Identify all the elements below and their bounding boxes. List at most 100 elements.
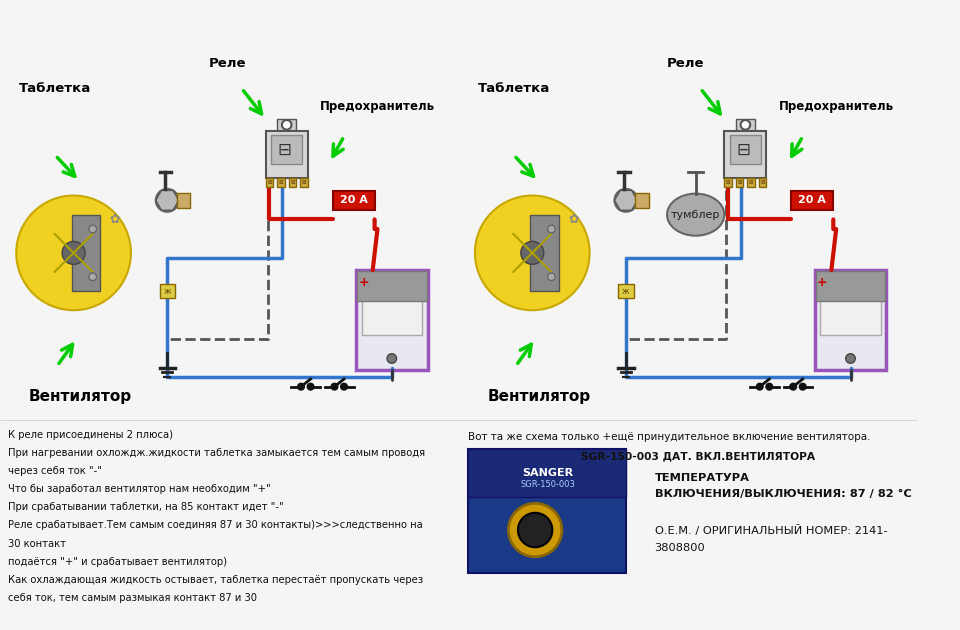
Circle shape — [509, 503, 562, 557]
Bar — [357, 270, 426, 301]
Text: ⊠: ⊠ — [760, 180, 765, 185]
Text: Вот та же схема только +ещё принудительное включение вентилятора.: Вот та же схема только +ещё принудительн… — [468, 432, 871, 442]
Text: ⊠: ⊠ — [267, 180, 272, 185]
Text: ж: ж — [163, 287, 171, 295]
Text: 30 контакт: 30 контакт — [8, 539, 65, 549]
Text: Вентилятор: Вентилятор — [488, 389, 590, 404]
Bar — [362, 275, 421, 335]
Circle shape — [307, 383, 314, 390]
Text: SGR-150-003 ДАТ. ВКЛ.ВЕНТИЛЯТОРА: SGR-150-003 ДАТ. ВКЛ.ВЕНТИЛЯТОРА — [581, 452, 815, 462]
Bar — [272, 135, 302, 164]
Bar — [758, 178, 766, 187]
Bar — [300, 178, 308, 187]
Circle shape — [387, 353, 396, 364]
Text: Таблетка: Таблетка — [478, 83, 550, 95]
Bar — [636, 193, 649, 208]
Bar — [159, 284, 175, 298]
Circle shape — [614, 189, 637, 212]
Text: ⊠: ⊠ — [301, 180, 306, 185]
Text: 20 А: 20 А — [340, 195, 368, 205]
Text: SGR-150-003: SGR-150-003 — [520, 479, 575, 489]
Circle shape — [16, 195, 131, 310]
Bar — [815, 270, 886, 370]
Circle shape — [547, 273, 555, 280]
Circle shape — [790, 383, 797, 390]
Text: SANGER: SANGER — [522, 467, 573, 478]
Text: тумблер: тумблер — [671, 210, 720, 220]
Circle shape — [89, 273, 97, 280]
Text: +: + — [817, 277, 828, 290]
Text: ж: ж — [622, 287, 630, 295]
Polygon shape — [614, 190, 637, 210]
Circle shape — [341, 383, 348, 390]
Text: Что бы заработал вентилятор нам необходим "+": Что бы заработал вентилятор нам необходи… — [8, 484, 271, 494]
Bar — [277, 178, 285, 187]
Bar — [725, 178, 732, 187]
Text: ⊠: ⊠ — [726, 180, 731, 185]
Bar — [332, 191, 374, 210]
Text: Таблетка: Таблетка — [19, 83, 91, 95]
Circle shape — [298, 383, 304, 390]
Text: Как охлаждающая жидкость остывает, таблетка перестаёт пропускать через: Как охлаждающая жидкость остывает, табле… — [8, 575, 422, 585]
Bar — [791, 191, 833, 210]
Circle shape — [547, 225, 555, 233]
Text: К реле присоединены 2 плюса): К реле присоединены 2 плюса) — [8, 430, 173, 440]
Bar — [277, 119, 297, 130]
Text: подаётся "+" и срабатывает вентилятор): подаётся "+" и срабатывает вентилятор) — [8, 557, 227, 567]
Text: ⊟: ⊟ — [736, 140, 751, 159]
Bar — [821, 275, 880, 335]
Text: через себя ток "-": через себя ток "-" — [8, 466, 102, 476]
Text: ⊠: ⊠ — [737, 180, 742, 185]
Text: О.Е.М. / ОРИГИНАЛЬНЫЙ НОМЕР: 2141-
3808800: О.Е.М. / ОРИГИНАЛЬНЫЙ НОМЕР: 2141- 38088… — [655, 525, 887, 553]
Circle shape — [740, 120, 750, 130]
Text: ⊟: ⊟ — [277, 140, 292, 159]
Circle shape — [766, 383, 773, 390]
Ellipse shape — [667, 193, 725, 236]
Text: Вентилятор: Вентилятор — [29, 389, 132, 404]
Circle shape — [521, 241, 543, 265]
Bar — [530, 215, 559, 291]
Text: Предохранитель: Предохранитель — [320, 100, 435, 113]
Text: ⊠: ⊠ — [749, 180, 754, 185]
Circle shape — [62, 241, 85, 265]
Bar — [731, 135, 760, 164]
Text: ТЕМПЕРАТУРА
ВКЛЮЧЕНИЯ/ВЫКЛЮЧЕНИЯ: 87 / 82 °С: ТЕМПЕРАТУРА ВКЛЮЧЕНИЯ/ВЫКЛЮЧЕНИЯ: 87 / 8… — [655, 472, 911, 499]
Bar — [468, 449, 626, 573]
Bar — [618, 284, 634, 298]
Bar — [356, 270, 427, 370]
Circle shape — [518, 513, 552, 547]
Text: ⊠: ⊠ — [290, 180, 295, 185]
Text: Реле: Реле — [208, 57, 246, 69]
Bar — [735, 178, 743, 187]
Text: ⊠: ⊠ — [278, 180, 283, 185]
Circle shape — [846, 353, 855, 364]
Text: ✿: ✿ — [109, 213, 120, 226]
Bar — [816, 270, 885, 301]
Text: При нагревании охлождж.жидкости таблетка замыкается тем самым проводя: При нагревании охлождж.жидкости таблетка… — [8, 448, 424, 458]
Text: Реле срабатывает.Тем самым соединяя 87 и 30 контакты)>>>следственно на: Реле срабатывает.Тем самым соединяя 87 и… — [8, 520, 422, 530]
Bar — [468, 449, 626, 496]
Circle shape — [156, 189, 179, 212]
Bar — [72, 215, 101, 291]
Text: себя ток, тем самым размыкая контакт 87 и 30: себя ток, тем самым размыкая контакт 87 … — [8, 593, 256, 603]
Bar — [289, 178, 297, 187]
Polygon shape — [156, 190, 179, 210]
Bar — [747, 178, 755, 187]
Bar — [266, 178, 274, 187]
Circle shape — [331, 383, 338, 390]
Text: Реле: Реле — [667, 57, 705, 69]
Text: При срабатывании таблетки, на 85 контакт идет "-": При срабатывании таблетки, на 85 контакт… — [8, 502, 283, 512]
Circle shape — [475, 195, 589, 310]
Text: Предохранитель: Предохранитель — [779, 100, 894, 113]
Text: ✿: ✿ — [568, 213, 579, 226]
Bar — [735, 119, 755, 130]
Bar — [266, 130, 308, 178]
Circle shape — [282, 120, 292, 130]
Circle shape — [89, 225, 97, 233]
Text: 20 А: 20 А — [799, 195, 827, 205]
Circle shape — [756, 383, 763, 390]
Circle shape — [800, 383, 806, 390]
Text: +: + — [358, 277, 369, 290]
Bar — [725, 130, 766, 178]
Bar — [177, 193, 190, 208]
